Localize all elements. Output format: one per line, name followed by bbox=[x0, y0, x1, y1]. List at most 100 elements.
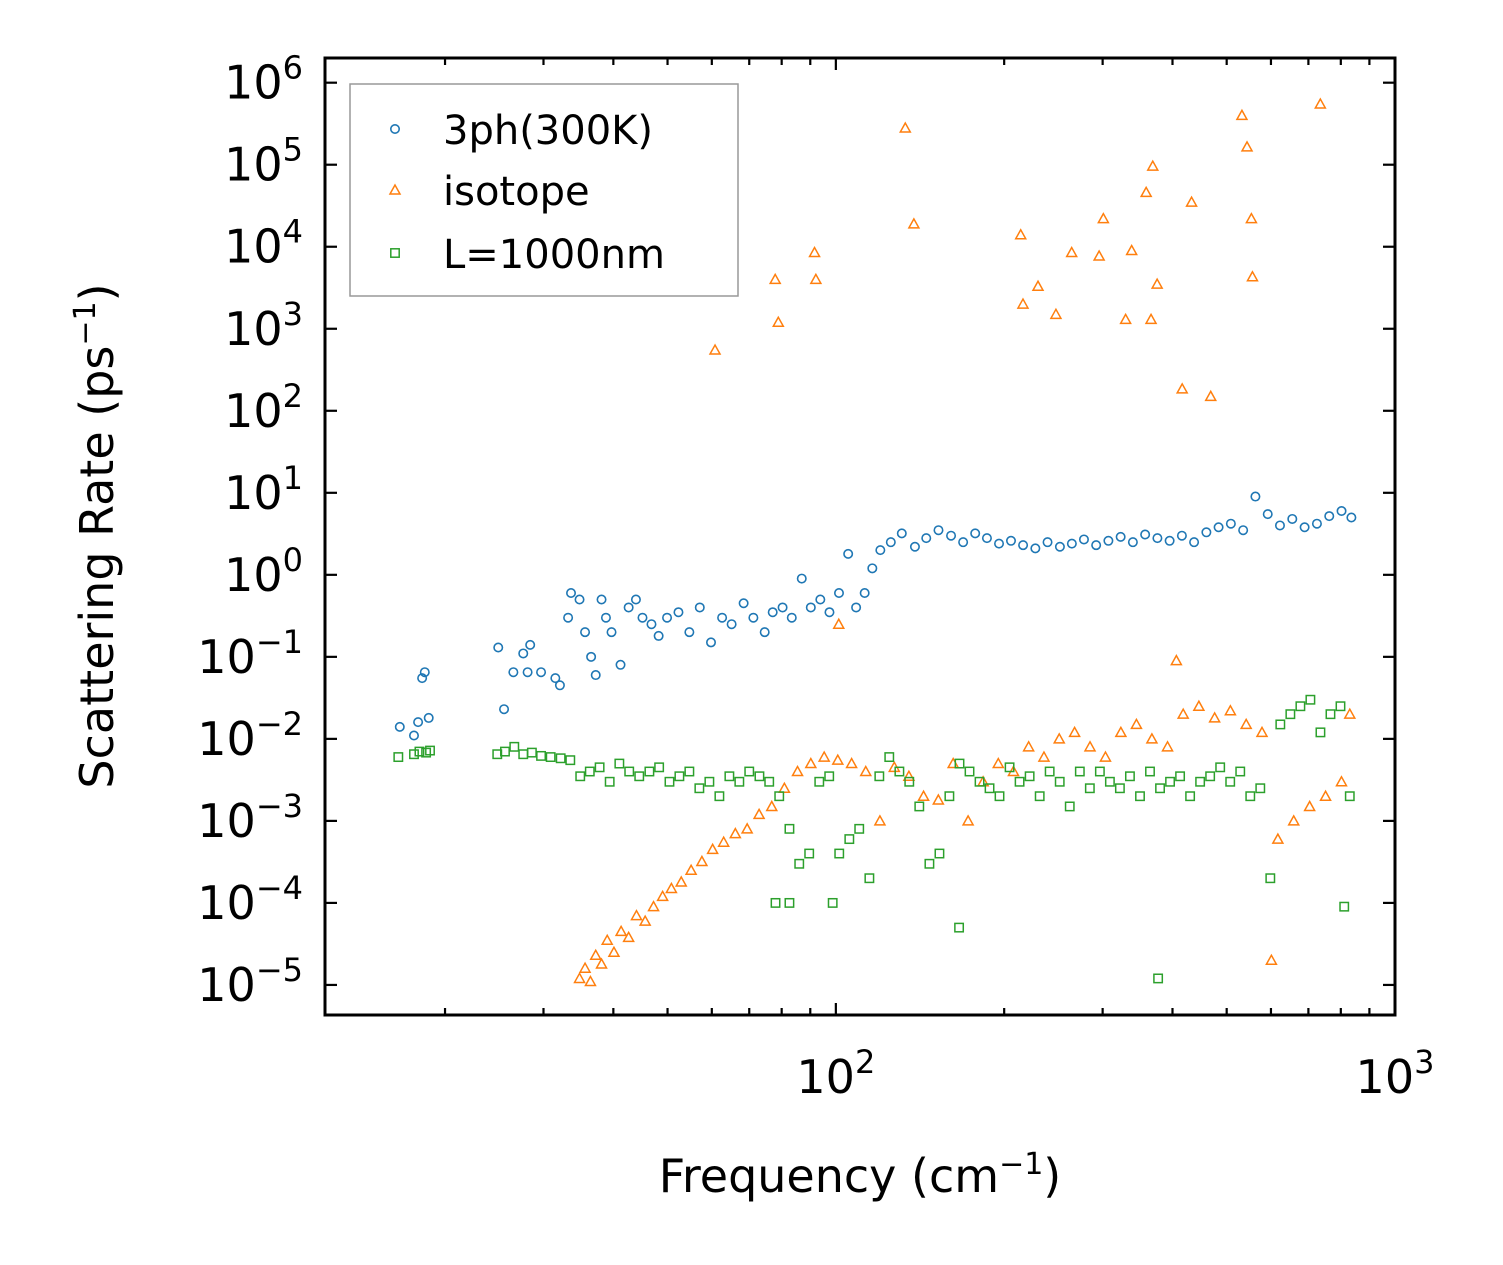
3ph-point bbox=[1127, 537, 1138, 548]
isotope-point bbox=[1083, 740, 1097, 752]
isotope-point bbox=[1240, 140, 1254, 152]
3ph-point bbox=[909, 541, 920, 552]
boundary-point bbox=[555, 753, 566, 764]
isotope-point bbox=[729, 827, 742, 839]
isotope-point bbox=[665, 881, 678, 894]
boundary-point bbox=[994, 791, 1005, 802]
isotope-point bbox=[656, 889, 669, 902]
boundary-point bbox=[1305, 694, 1316, 705]
boundary-point bbox=[734, 776, 745, 787]
boundary-point bbox=[964, 766, 975, 777]
boundary-point bbox=[1054, 776, 1065, 787]
boundary-point bbox=[774, 791, 785, 802]
3ph-point bbox=[615, 659, 626, 670]
isotope-point bbox=[1146, 159, 1160, 171]
3ph-point bbox=[885, 537, 896, 548]
3ph-point bbox=[1250, 491, 1261, 502]
boundary-point bbox=[1165, 776, 1176, 787]
boundary-point bbox=[1034, 791, 1045, 802]
isotope-point bbox=[752, 807, 766, 820]
isotope-point bbox=[573, 971, 586, 984]
isotope-point bbox=[832, 617, 846, 629]
isotope-point bbox=[1099, 750, 1112, 762]
3ph-point bbox=[662, 612, 673, 623]
plot-frame bbox=[323, 56, 1397, 1017]
boundary-point bbox=[834, 848, 845, 859]
boundary-point bbox=[954, 922, 965, 933]
boundary-point bbox=[1195, 776, 1206, 787]
3ph-point bbox=[1346, 512, 1357, 523]
boundary-point bbox=[864, 873, 875, 884]
3ph-point bbox=[1115, 531, 1126, 542]
3ph-point bbox=[518, 648, 529, 659]
3ph-point bbox=[867, 563, 878, 574]
boundary-point bbox=[584, 766, 595, 777]
isotope-point bbox=[1016, 297, 1030, 309]
3ph-point bbox=[673, 607, 684, 618]
3ph-point bbox=[921, 533, 932, 544]
boundary-point bbox=[814, 776, 825, 787]
series-isotope bbox=[573, 97, 1357, 987]
isotope-point bbox=[1255, 725, 1269, 738]
isotope-point bbox=[1125, 243, 1138, 256]
x-tick-label: 102 bbox=[796, 1043, 875, 1104]
boundary-point bbox=[844, 834, 855, 845]
boundary-point bbox=[624, 766, 635, 777]
boundary-point bbox=[1325, 709, 1336, 720]
3ph-point bbox=[833, 588, 844, 599]
boundary-point bbox=[409, 749, 419, 760]
isotope-point bbox=[708, 343, 722, 355]
boundary-point bbox=[1153, 973, 1164, 984]
3ph-point bbox=[1152, 533, 1163, 544]
isotope-point bbox=[873, 814, 887, 826]
isotope-point bbox=[1287, 814, 1301, 826]
isotope-point bbox=[907, 217, 921, 229]
boundary-point bbox=[1175, 771, 1186, 782]
boundary-point bbox=[904, 776, 915, 787]
legend-label-isotope: isotope bbox=[443, 169, 590, 215]
3ph-point bbox=[499, 704, 510, 715]
legend-marker-1-symbol bbox=[388, 183, 402, 195]
3ph-point bbox=[1238, 525, 1249, 536]
3ph-point bbox=[590, 670, 601, 681]
boundary-point bbox=[1344, 791, 1355, 802]
3ph-point bbox=[580, 627, 591, 638]
isotope-point bbox=[1037, 750, 1051, 762]
3ph-point bbox=[1336, 505, 1347, 516]
boundary-point bbox=[1094, 766, 1105, 777]
isotope-point bbox=[859, 764, 873, 777]
x-axis-label: Frequency (cm−1) bbox=[659, 1147, 1062, 1203]
boundary-point bbox=[674, 771, 685, 782]
boundary-point bbox=[509, 741, 520, 752]
boundary-point bbox=[1205, 771, 1216, 782]
isotope-point bbox=[1065, 245, 1078, 258]
boundary-point bbox=[764, 776, 775, 787]
isotope-point bbox=[804, 757, 818, 769]
boundary-point bbox=[1185, 791, 1196, 802]
3ph-point bbox=[1018, 540, 1029, 551]
boundary-point bbox=[1245, 791, 1256, 802]
3ph-point bbox=[394, 721, 405, 732]
isotope-point bbox=[809, 272, 823, 285]
isotope-point bbox=[1208, 711, 1221, 723]
3ph-point bbox=[970, 528, 981, 539]
3ph-point bbox=[1164, 535, 1175, 546]
3ph-point bbox=[1324, 511, 1335, 522]
3ph-point bbox=[1189, 537, 1200, 548]
legend-box bbox=[349, 83, 739, 297]
y-tick-label: 103 bbox=[224, 295, 303, 356]
isotope-point bbox=[1145, 732, 1159, 744]
isotope-point bbox=[695, 854, 709, 867]
boundary-point bbox=[824, 771, 835, 782]
3ph-point bbox=[554, 680, 565, 691]
y-tick-label: 101 bbox=[224, 459, 303, 520]
legend-marker-3ph bbox=[389, 124, 400, 135]
isotope-point bbox=[1239, 717, 1253, 730]
3ph-point bbox=[1005, 535, 1016, 546]
3ph-point bbox=[1225, 518, 1236, 529]
boundary-point bbox=[1295, 701, 1306, 712]
isotope-point bbox=[1022, 740, 1035, 752]
axis-ticks bbox=[325, 58, 1397, 1015]
boundary-point bbox=[614, 758, 625, 769]
